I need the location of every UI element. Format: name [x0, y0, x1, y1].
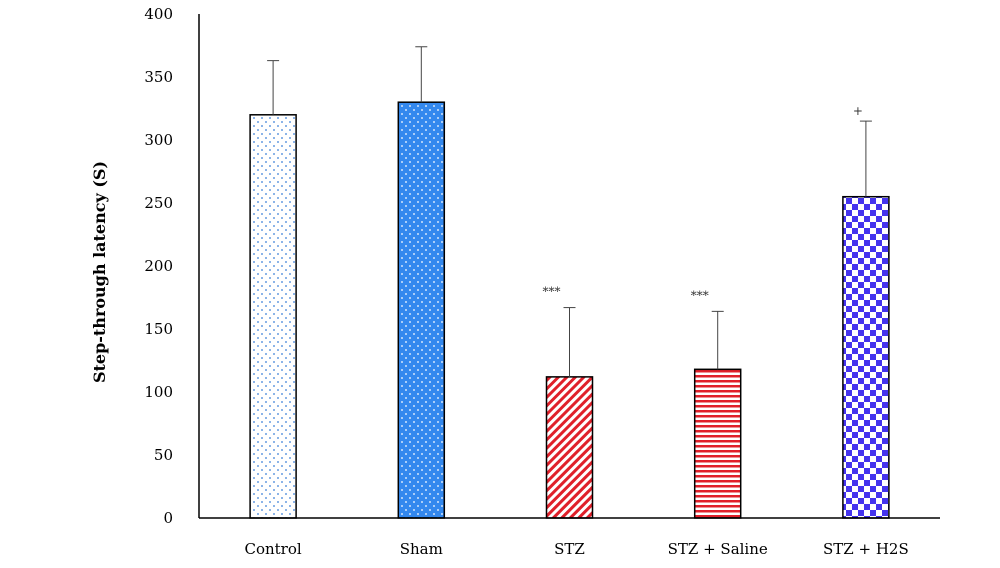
x-category-label: STZ + Saline: [668, 540, 768, 558]
bar: [693, 368, 742, 519]
x-axis-labels: Control Sham STZ STZ + Saline STZ + H2S: [244, 540, 908, 558]
y-tick-label: 0: [163, 509, 173, 527]
y-tick-label: 350: [144, 68, 173, 86]
y-axis-ticks: 0 50 100 150 200 250 300 350 400: [144, 5, 173, 527]
y-tick-label: 400: [144, 5, 173, 23]
x-category-label: Control: [244, 540, 301, 558]
y-axis-label: Step-through latency (S): [90, 161, 109, 383]
significance-marker: ***: [691, 288, 709, 302]
significance-marker: ***: [543, 285, 561, 299]
y-tick-label: 250: [144, 194, 173, 212]
y-tick-label: 300: [144, 131, 173, 149]
y-tick-label: 200: [144, 257, 173, 275]
bar: [545, 376, 594, 519]
y-tick-label: 150: [144, 320, 173, 338]
x-category-label: STZ: [554, 540, 585, 558]
x-category-label: STZ + H2S: [823, 540, 909, 558]
significance-marker: +: [853, 104, 863, 118]
bar: [249, 114, 297, 519]
y-tick-label: 50: [154, 446, 173, 464]
bar: [842, 195, 890, 519]
y-tick-label: 100: [144, 383, 173, 401]
x-category-label: Sham: [400, 540, 443, 558]
bar: [397, 101, 446, 519]
bars-group: *** *** +: [249, 46, 890, 519]
